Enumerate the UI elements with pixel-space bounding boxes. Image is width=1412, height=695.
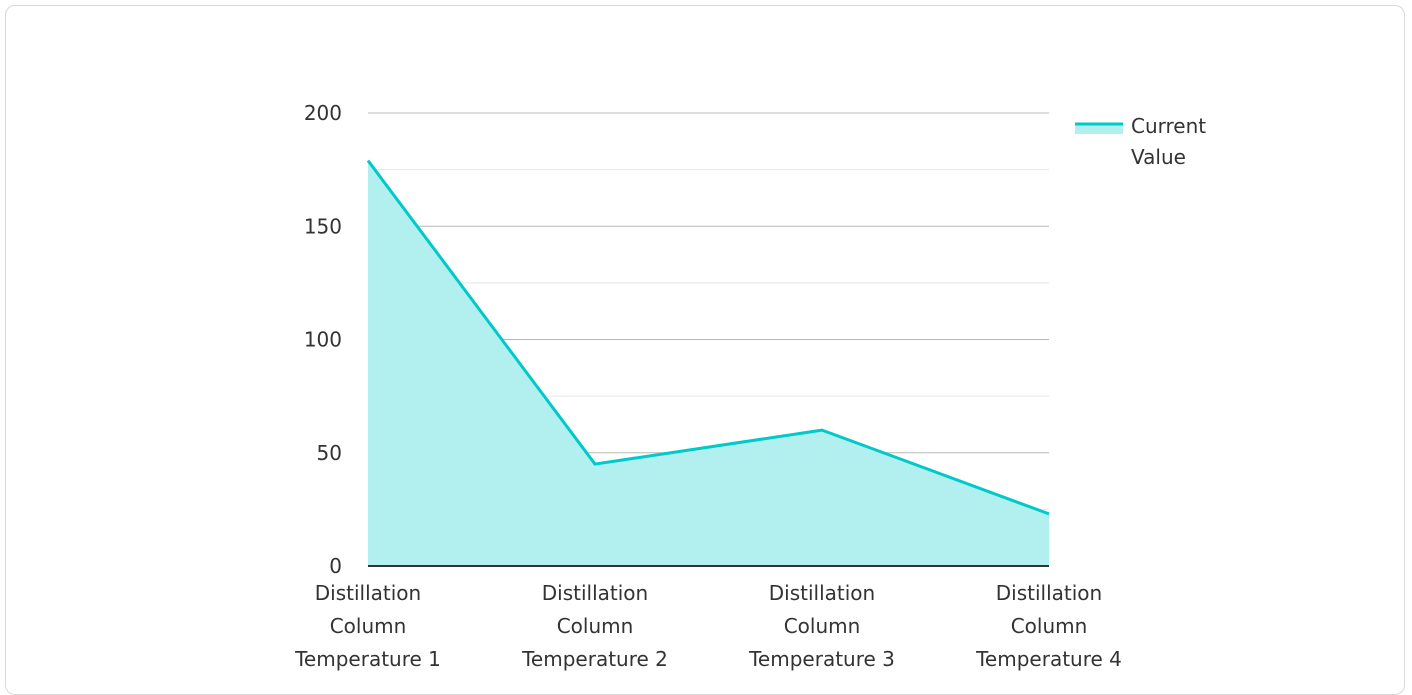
x-tick-label-4: Distillation Column Temperature 4: [975, 581, 1122, 671]
y-tick-label: 100: [304, 328, 342, 352]
x-tick-label-2: Distillation Column Temperature 2: [521, 581, 668, 671]
y-tick-label: 200: [304, 101, 342, 125]
x-axis: Distillation Column Temperature 1 Distillat…: [294, 565, 1122, 671]
legend: Current Value: [1075, 114, 1206, 169]
x-tick-label-1: Distillation Column Temperature 1: [294, 581, 441, 671]
series-area-fill: [368, 160, 1049, 566]
y-tick-label: 50: [317, 441, 342, 465]
x-tick-label-3: Distillation Column Temperature 3: [748, 581, 895, 671]
chart-card: [5, 5, 1405, 695]
y-tick-label: 150: [304, 214, 342, 238]
y-tick-label: 0: [329, 554, 342, 578]
series-area: [366, 159, 1050, 566]
y-axis: 0 50 100 150 200: [304, 101, 342, 578]
legend-swatch-fill: [1075, 124, 1123, 134]
area-chart: Distillation Column Temperature 1 Distillat…: [294, 101, 1206, 671]
legend-label: Current Value: [1131, 114, 1206, 169]
series-line: [366, 159, 1050, 516]
